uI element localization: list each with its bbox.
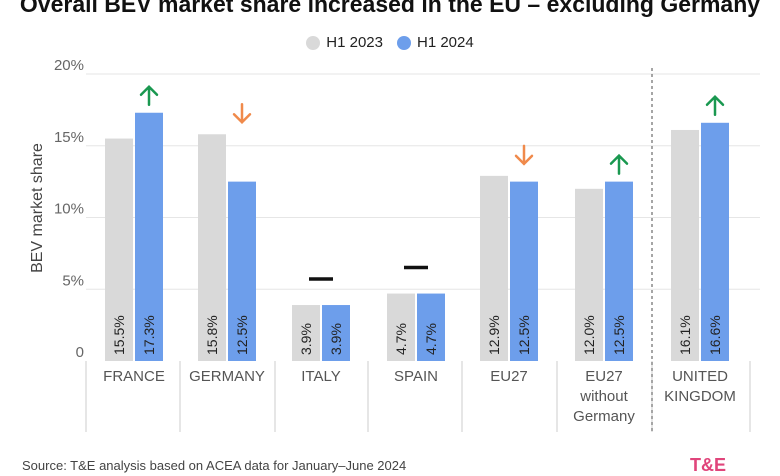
x-category-label: FRANCE <box>103 368 165 385</box>
legend-label-h1-2024: H1 2024 <box>417 34 474 51</box>
x-category-label: GERMANY <box>189 368 265 385</box>
bar-h1-2023 <box>480 175 508 361</box>
data-label: 4.7% <box>393 323 409 355</box>
bar-h1-2023 <box>575 188 603 361</box>
legend-item-h1-2024: H1 2024 <box>397 34 474 51</box>
bar-h1-2024 <box>605 181 633 361</box>
data-label: 3.9% <box>328 323 344 355</box>
legend: H1 2023 H1 2024 <box>0 34 780 51</box>
bar-h1-2023 <box>671 129 699 361</box>
x-category-label: ITALY <box>301 368 340 385</box>
y-tick-label: 20% <box>54 57 84 74</box>
data-label: 12.5% <box>611 315 627 355</box>
bar-h1-2024 <box>135 112 163 362</box>
data-label: 15.8% <box>204 315 220 355</box>
legend-swatch-h1-2024 <box>397 35 411 50</box>
down-arrow-icon <box>514 144 534 166</box>
bar-h1-2024 <box>510 181 538 361</box>
x-category-label: UNITED <box>672 368 728 385</box>
data-label: 15.5% <box>111 315 127 355</box>
up-arrow-icon <box>609 153 629 175</box>
data-label: 12.9% <box>486 315 502 355</box>
data-label: 16.6% <box>707 315 723 355</box>
x-category-label: Germany <box>573 408 635 425</box>
x-category-label: SPAIN <box>394 368 438 385</box>
x-category-label: KINGDOM <box>664 388 736 405</box>
legend-swatch-h1-2023 <box>306 35 321 50</box>
data-label: 4.7% <box>423 323 439 355</box>
bar-h1-2023 <box>387 293 415 361</box>
bar-h1-2023 <box>198 134 226 361</box>
bar-h1-2023 <box>292 305 320 361</box>
y-tick-label: 15% <box>54 129 84 146</box>
logo: T&E <box>690 455 726 475</box>
y-tick-label: 5% <box>62 272 84 289</box>
data-label: 17.3% <box>141 315 157 355</box>
data-label: 12.5% <box>516 315 532 355</box>
source-note: Source: T&E analysis based on ACEA data … <box>22 458 407 473</box>
up-arrow-icon <box>705 95 725 117</box>
down-arrow-icon <box>232 103 252 125</box>
bar-h1-2024 <box>701 122 729 361</box>
up-arrow-icon <box>139 84 159 106</box>
x-category-label: EU27 <box>585 368 623 385</box>
legend-item-h1-2023: H1 2023 <box>306 34 383 51</box>
x-category-label: EU27 <box>490 368 528 385</box>
bar-h1-2024 <box>228 181 256 361</box>
data-label: 16.1% <box>677 315 693 355</box>
data-label: 12.0% <box>581 315 597 355</box>
y-tick-label: 10% <box>54 201 84 218</box>
y-tick-label: 0 <box>76 344 84 361</box>
bar-h1-2024 <box>322 305 350 361</box>
y-axis-label: BEV market share <box>29 143 46 273</box>
chart-title: Overall BEV market share increased in th… <box>19 0 761 17</box>
x-category-label: without <box>579 388 628 405</box>
legend-label-h1-2023: H1 2023 <box>326 34 383 51</box>
data-label: 12.5% <box>234 315 250 355</box>
bar-h1-2024 <box>417 293 445 361</box>
data-label: 3.9% <box>298 323 314 355</box>
bar-h1-2023 <box>105 138 133 361</box>
